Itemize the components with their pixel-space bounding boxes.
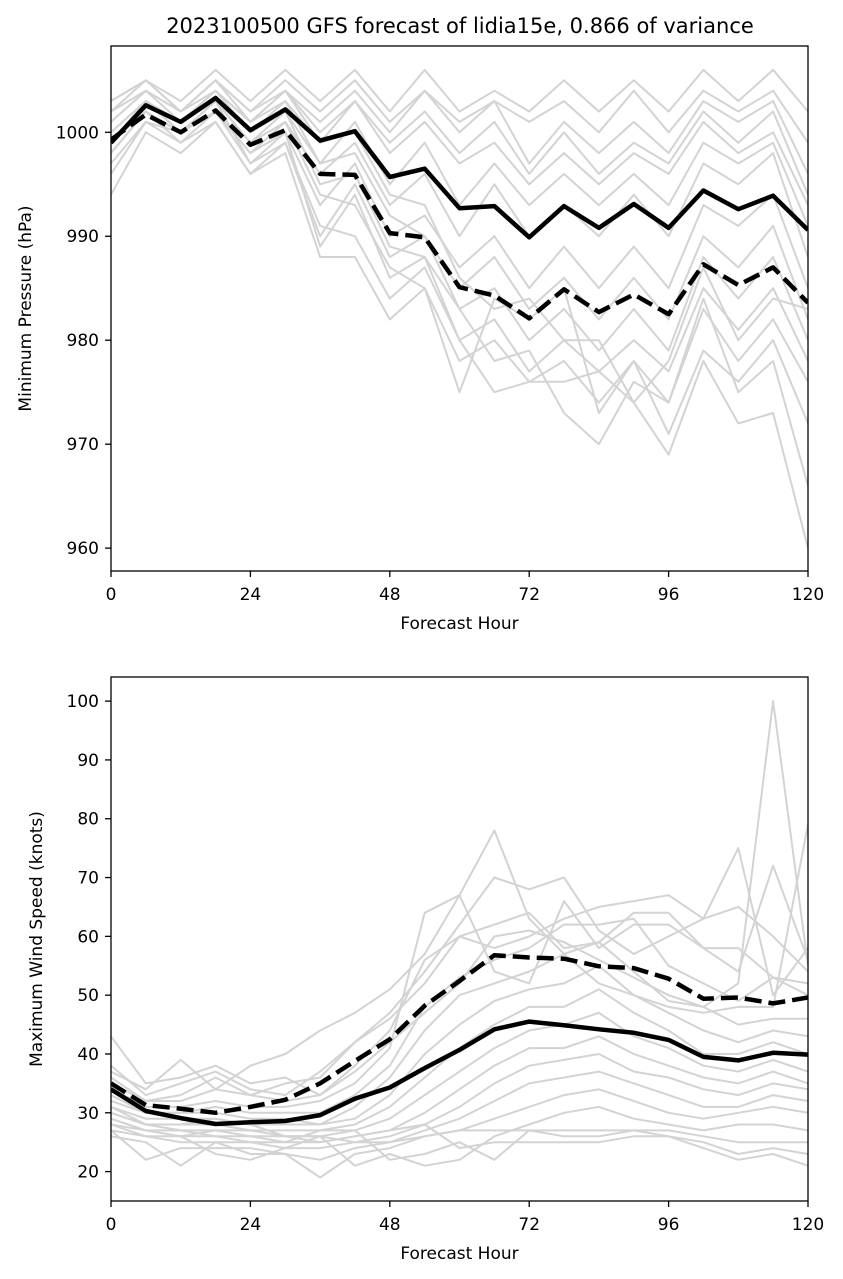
- wind-x-tick-label-120: 120: [792, 1215, 824, 1235]
- wind-y-tick-label-20: 20: [77, 1163, 99, 1183]
- pressure-solid-highlight-line: [111, 95, 808, 240]
- wind-ensemble-member-line-19: [111, 1106, 808, 1167]
- pressure-y-tick-label-960: 960: [67, 539, 99, 559]
- wind-x-tick-label-24: 24: [240, 1215, 262, 1235]
- chart-title: 2023100500 GFS forecast of lidia15e, 0.8…: [166, 14, 754, 38]
- pressure-ensemble-member-line-8: [111, 110, 808, 290]
- wind-ensemble-member-line-12: [111, 1035, 808, 1144]
- pressure-tick-layer: 0 24 48 72 96 120 960 970 980 990 1000: [56, 123, 824, 605]
- wind-y-tick-label-40: 40: [77, 1045, 99, 1065]
- pressure-y-axis-label: Minimum Pressure (hPa): [16, 205, 36, 411]
- wind-dashed-highlight-line: [111, 952, 808, 1116]
- pressure-x-tick-label-48: 48: [379, 585, 401, 605]
- pressure-y-tick-label-970: 970: [67, 435, 99, 455]
- wind-x-tick-label-0: 0: [106, 1215, 117, 1235]
- wind-x-tick-label-48: 48: [379, 1215, 401, 1235]
- pressure-y-tick-label-1000: 1000: [56, 123, 99, 143]
- wind-ensemble-member-line-8: [111, 941, 808, 1126]
- pressure-x-tick-label-0: 0: [106, 585, 117, 605]
- wind-y-tick-label-70: 70: [77, 869, 99, 889]
- pressure-y-tick-label-980: 980: [67, 331, 99, 351]
- wind-tick-layer: 0 24 48 72 96 120 20 30 40 50 60 70 80 90 100: [67, 692, 825, 1235]
- pressure-axes-frame: [110, 45, 809, 572]
- pressure-panel: 0 24 48 72 96 120 960 970 980 990 1000 Forecast Ho…: [16, 45, 824, 634]
- pressure-ensemble-member-line-3: [111, 79, 808, 175]
- wind-panel: 0 24 48 72 96 120 20 30 40 50 60 70 80 90 100 Forecast…: [27, 676, 825, 1264]
- pressure-series-layer: [111, 68, 808, 549]
- wind-solid-highlight-line: [111, 1019, 808, 1127]
- wind-ensemble-member-line-6: [111, 894, 808, 1108]
- pressure-ensemble-member-line-16: [111, 79, 808, 404]
- wind-ensemble-member-line-14: [111, 1070, 808, 1161]
- wind-series-layer: [111, 700, 808, 1179]
- pressure-y-tick-label-990: 990: [67, 227, 99, 247]
- wind-y-axis-label: Maximum Wind Speed (knots): [27, 811, 47, 1067]
- wind-ensemble-member-line-18: [111, 1117, 808, 1155]
- wind-ensemble-member-line-13: [111, 1053, 808, 1150]
- wind-y-tick-label-30: 30: [77, 1104, 99, 1124]
- wind-x-axis-label: Forecast Hour: [400, 1244, 518, 1264]
- pressure-ensemble-member-line-1: [111, 68, 808, 113]
- wind-ensemble-member-line-11: [111, 1011, 808, 1138]
- pressure-x-tick-label-120: 120: [792, 585, 824, 605]
- wind-ensemble-member-line-16: [111, 1105, 808, 1167]
- pressure-series-group: [111, 68, 808, 549]
- wind-y-tick-label-50: 50: [77, 986, 99, 1006]
- pressure-x-tick-label-72: 72: [518, 585, 540, 605]
- wind-x-tick-label-72: 72: [518, 1215, 540, 1235]
- pressure-ensemble-member-line-12: [111, 110, 808, 404]
- wind-axes-frame: [110, 676, 809, 1202]
- pressure-ensemble-member-line-13: [111, 100, 808, 435]
- wind-ensemble-member-line-5: [111, 894, 808, 1102]
- wind-y-tick-label-80: 80: [77, 810, 99, 830]
- wind-series-group: [111, 700, 808, 1179]
- pressure-ensemble-member-line-15: [111, 89, 808, 487]
- pressure-ensemble-member-line-14: [111, 89, 808, 549]
- pressure-x-axis-label: Forecast Hour: [400, 614, 518, 634]
- wind-ensemble-member-line-3: [111, 847, 808, 1097]
- wind-y-tick-label-100: 100: [67, 692, 99, 712]
- wind-y-tick-label-90: 90: [77, 751, 99, 771]
- wind-ensemble-member-line-17: [111, 1123, 808, 1161]
- wind-x-tick-label-96: 96: [658, 1215, 680, 1235]
- wind-y-tick-label-60: 60: [77, 927, 99, 947]
- pressure-x-tick-label-24: 24: [240, 585, 262, 605]
- pressure-dashed-highlight-line: [111, 108, 808, 321]
- pressure-x-tick-label-96: 96: [658, 585, 680, 605]
